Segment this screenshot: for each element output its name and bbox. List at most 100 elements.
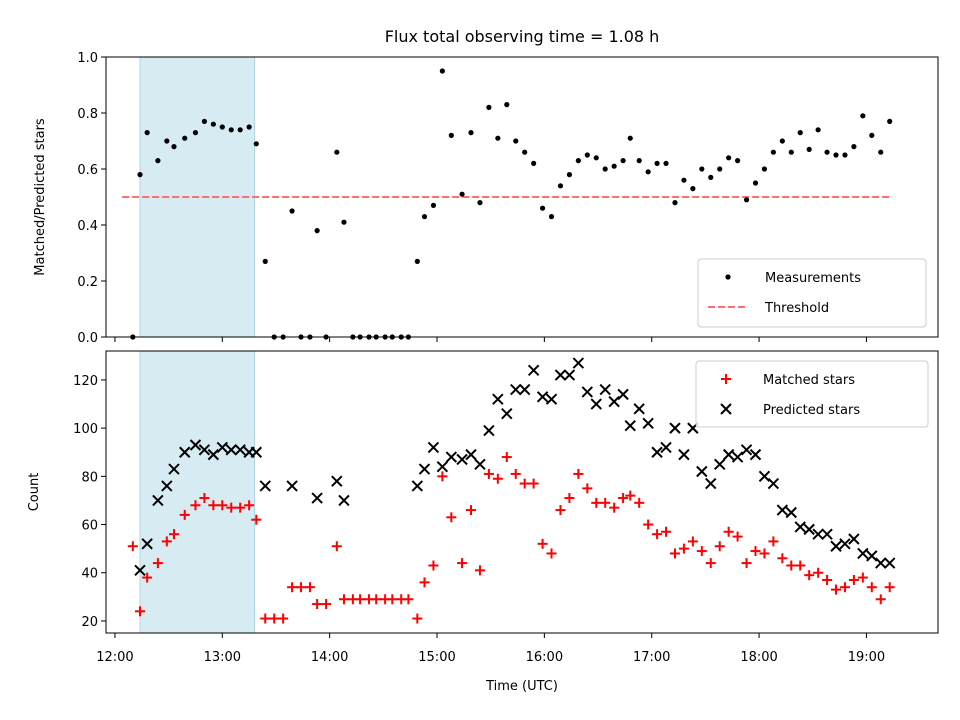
- y-tick-label: 60: [81, 519, 98, 534]
- matched-star-point: [217, 500, 228, 511]
- matched-star-point: [643, 519, 654, 530]
- x-stroke-b: [189, 439, 202, 451]
- matched-star-point: [866, 582, 877, 593]
- matched-star-point: [777, 553, 788, 564]
- measurement-point: [761, 166, 768, 172]
- x-stroke-b: [767, 477, 780, 490]
- predicted-star-point: [572, 357, 585, 369]
- predicted-star-point: [722, 448, 735, 461]
- predicted-star-point: [545, 393, 558, 405]
- measurement-point: [663, 160, 669, 166]
- matched-star-point: [618, 493, 629, 504]
- top-y-axis-label: Matched/Predicted stars: [33, 118, 48, 276]
- x-stroke-b: [821, 528, 833, 540]
- measurement-point: [539, 205, 546, 211]
- measurement-point: [770, 149, 776, 155]
- measurement-point: [735, 158, 741, 164]
- predicted-star-point: [821, 528, 833, 540]
- measurement-point: [672, 200, 678, 206]
- x-stroke-b: [445, 451, 458, 463]
- x-stroke-b: [731, 451, 744, 463]
- top-axes-frame: [105, 56, 939, 338]
- x-stroke-b: [696, 465, 708, 478]
- x-stroke-b: [678, 448, 690, 461]
- y-tick-label: 40: [81, 567, 98, 582]
- matched-star-point: [564, 493, 575, 504]
- measurement-point: [430, 202, 437, 208]
- predicted-star-point: [198, 444, 211, 456]
- x-stroke-b: [161, 480, 173, 492]
- measurement-point: [584, 152, 590, 158]
- predicted-star-point: [518, 383, 531, 396]
- x-stroke-b: [669, 422, 681, 434]
- x-stroke-b: [518, 383, 531, 396]
- x-axis-label: Time (UTC): [485, 679, 558, 694]
- measurement-point: [495, 135, 501, 141]
- predicted-star-point: [311, 492, 323, 504]
- x-stroke-b: [812, 528, 824, 540]
- x-stroke-b: [608, 395, 620, 408]
- measurement-point: [636, 158, 642, 164]
- matched-star-point: [278, 613, 289, 624]
- matched-star-point: [804, 570, 815, 581]
- matched-star-point: [555, 505, 566, 516]
- matched-star-point: [634, 497, 645, 508]
- matched-star-point: [591, 497, 602, 508]
- x-stroke-b: [848, 533, 860, 545]
- x-stroke-b: [572, 357, 585, 369]
- x-stroke-b: [749, 448, 762, 461]
- predicted-star-point: [501, 407, 513, 420]
- predicted-star-point: [189, 439, 202, 451]
- measurement-point: [237, 127, 243, 133]
- measurement-point: [219, 124, 225, 130]
- predicted-star-point: [492, 393, 504, 405]
- y-tick-label: 0.4: [77, 219, 98, 234]
- x-stroke-b: [527, 364, 540, 376]
- predicted-star-point: [161, 480, 173, 492]
- x-stroke-b: [839, 538, 851, 550]
- predicted-star-point: [749, 448, 762, 461]
- x-tick-label: 12:00: [96, 650, 133, 665]
- matched-star-point: [492, 473, 503, 484]
- predicted-star-point: [794, 521, 806, 533]
- matched-star-point: [226, 502, 237, 513]
- matched-star-point: [519, 478, 530, 489]
- measurement-point: [228, 127, 234, 133]
- bottom-x-ticks: 12:00 13:00 14:00 15:00 16:00 17:00 18:00 19:00: [96, 633, 885, 665]
- matched-star-point: [179, 509, 190, 520]
- x-stroke-b: [714, 458, 726, 470]
- matched-star-point: [582, 483, 593, 494]
- predicted-star-point: [134, 564, 146, 577]
- bottom-legend: Matched stars Predicted stars: [695, 360, 929, 428]
- measurement-point: [504, 102, 510, 108]
- x-stroke-b: [436, 460, 449, 473]
- x-stroke-b: [830, 540, 842, 552]
- matched-star-point: [134, 606, 145, 617]
- x-stroke-b: [501, 407, 513, 420]
- matched-star-point: [768, 536, 779, 547]
- x-stroke-b: [642, 417, 654, 430]
- x-stroke-b: [857, 547, 869, 560]
- measurement-point: [602, 166, 608, 172]
- x-stroke-b: [785, 506, 797, 519]
- y-tick-label: 0.8: [77, 107, 98, 122]
- x-stroke-b: [250, 446, 263, 458]
- matched-star-point: [312, 599, 323, 610]
- x-stroke-b: [198, 444, 211, 456]
- measurement-point: [137, 172, 143, 178]
- matched-star-point: [795, 560, 806, 571]
- matched-star-point: [696, 546, 707, 557]
- predicted-star-point: [599, 383, 611, 396]
- measurement-point: [486, 104, 492, 110]
- x-stroke-b: [492, 393, 504, 405]
- x-stroke-b: [311, 492, 323, 504]
- matched-star-point: [661, 526, 672, 537]
- x-stroke-b: [776, 504, 789, 516]
- x-stroke-b: [259, 480, 271, 492]
- measurement-point: [144, 130, 150, 136]
- x-stroke-b: [134, 564, 146, 577]
- top-panel: 0.0 0.2 0.4 0.6 0.8 1.0 Matched/Predicted sta…: [33, 51, 939, 346]
- predicted-star-point: [234, 444, 246, 456]
- matched-star-point: [428, 560, 439, 571]
- y-tick-label: 0.2: [77, 275, 98, 290]
